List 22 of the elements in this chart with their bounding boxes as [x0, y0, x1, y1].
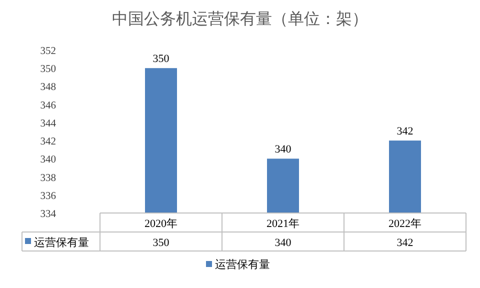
- y-tick-label: 348: [40, 82, 56, 94]
- y-tick-label: 346: [40, 100, 56, 112]
- y-tick-label: 350: [40, 64, 56, 76]
- data-label: 342: [396, 237, 414, 249]
- text: 342: [396, 126, 414, 138]
- y-tick-label: 336: [40, 190, 56, 202]
- data-label: 350: [152, 237, 170, 249]
- y-tick-label: 340: [40, 154, 56, 166]
- y-tick-label: 338: [40, 172, 56, 184]
- x-tick-label: 2021年: [266, 218, 300, 230]
- legend-label: 运营保有量: [215, 258, 270, 271]
- chart-title: 中国公务机运营保有量（单位：架）: [112, 10, 368, 28]
- text: 运营保有量: [34, 237, 89, 249]
- y-tick-label: 352: [40, 46, 56, 57]
- x-tick-label: 2022年: [388, 218, 422, 230]
- data-label: 340: [274, 237, 292, 249]
- text: 340: [274, 144, 292, 156]
- y-tick-label: 334: [40, 209, 57, 220]
- x-tick-label: 2020年: [144, 218, 178, 230]
- text: 350: [152, 53, 170, 66]
- y-tick-label: 342: [40, 136, 56, 148]
- y-tick-label: 344: [40, 118, 57, 130]
